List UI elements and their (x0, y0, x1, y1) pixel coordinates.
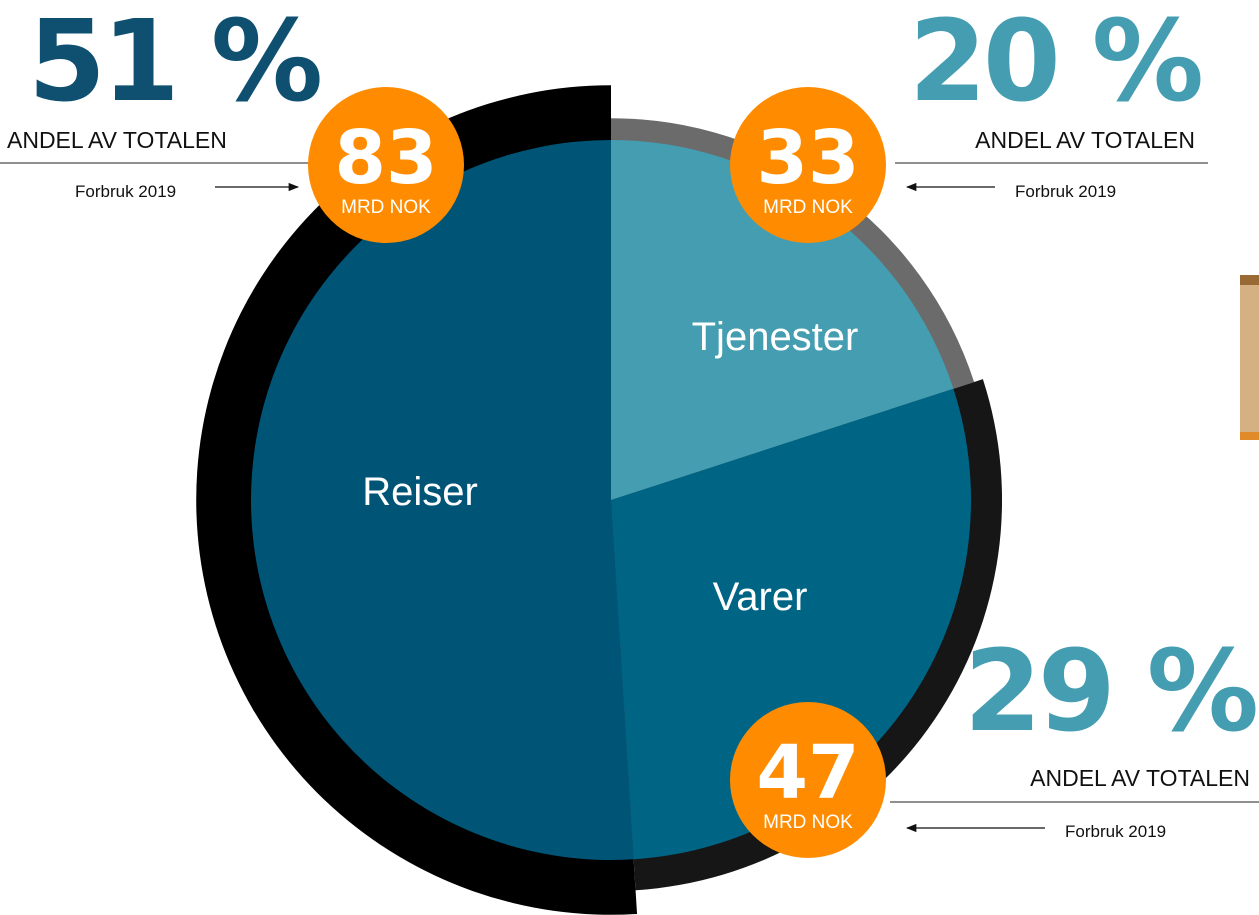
slice-label: Reiser (362, 470, 478, 514)
amount-value: 47 (757, 730, 860, 816)
amount-caption: Forbruk 2019 (1065, 822, 1166, 841)
amount-unit: MRD NOK (763, 812, 853, 833)
side-tab (1240, 275, 1259, 440)
amount-caption: Forbruk 2019 (1015, 182, 1116, 201)
share-caption: ANDEL AV TOTALEN (1030, 765, 1250, 791)
amount-unit: MRD NOK (763, 197, 853, 218)
pie-slice (251, 139, 634, 861)
slice-label: Varer (713, 575, 808, 619)
amount-unit: MRD NOK (341, 197, 431, 218)
share-label: 29 % (964, 627, 1256, 757)
pie (251, 139, 971, 861)
slice-label: Tjenester (692, 315, 859, 359)
amount-badge (730, 702, 886, 858)
amount-badge (308, 87, 464, 243)
share-caption: ANDEL AV TOTALEN (975, 127, 1195, 153)
amount-badge (730, 87, 886, 243)
amount-caption: Forbruk 2019 (75, 182, 176, 201)
amount-value: 33 (757, 115, 860, 201)
pie-slice (611, 140, 954, 500)
share-label: 51 % (28, 0, 320, 127)
pie-slice (611, 388, 971, 860)
share-caption: ANDEL AV TOTALEN (7, 127, 227, 153)
amount-value: 83 (335, 115, 438, 201)
share-label: 20 % (909, 0, 1201, 127)
